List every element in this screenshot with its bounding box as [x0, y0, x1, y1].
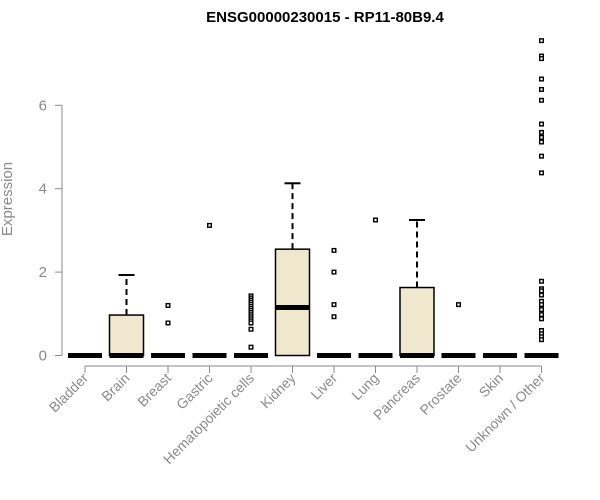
x-tick-label: Skin: [476, 370, 507, 401]
y-axis-label: Expression: [0, 162, 16, 236]
outlier-point: [248, 344, 254, 350]
x-tick-label: Kidney: [257, 370, 299, 412]
outlier-point: [539, 86, 545, 92]
outlier-point: [331, 314, 337, 320]
outlier-point: [539, 316, 545, 322]
outlier-point: [331, 247, 337, 253]
y-tick-label: 4: [39, 181, 47, 198]
outlier-point: [539, 153, 545, 159]
outlier-point: [331, 269, 337, 275]
y-tick-label: 0: [39, 348, 47, 365]
box-group: [524, 38, 559, 358]
outlier-point: [165, 302, 171, 308]
outlier-point: [539, 288, 545, 294]
x-tick-label: Unknown / Other: [462, 370, 548, 456]
outlier-point: [539, 134, 545, 140]
outlier-point: [539, 139, 545, 145]
box-group: [192, 222, 227, 358]
outlier-point: [539, 307, 545, 313]
outlier-point: [331, 302, 337, 308]
box: [399, 286, 435, 357]
outlier-point: [539, 278, 545, 284]
box-group: [358, 217, 393, 358]
box-group: [441, 302, 476, 358]
y-tick-label: 2: [39, 264, 47, 281]
outlier-point: [539, 312, 545, 318]
outlier-point: [206, 222, 212, 228]
outlier-point: [539, 97, 545, 103]
outlier-point: [539, 121, 545, 127]
outlier-point: [456, 302, 462, 308]
box-group: [151, 302, 185, 358]
outlier-point: [165, 320, 171, 326]
outlier-point: [373, 217, 379, 223]
x-tick-label: Prostate: [416, 370, 464, 418]
box-group: [234, 293, 268, 358]
outlier-point: [248, 326, 254, 332]
x-tick-label: Lung: [348, 370, 381, 403]
x-tick-label: Liver: [307, 370, 340, 403]
box-group: [399, 218, 435, 358]
outlier-point: [539, 337, 545, 343]
y-axis: 0 2 4 6: [39, 97, 63, 365]
outlier-point: [539, 170, 545, 176]
box: [108, 314, 145, 357]
x-tick-label: Breast: [134, 370, 174, 410]
outlier-point: [539, 76, 545, 82]
outlier-point: [539, 56, 545, 62]
box-group: [274, 182, 311, 357]
outlier-point: [539, 302, 545, 308]
outlier-point: [539, 292, 545, 298]
boxes: [68, 38, 559, 358]
outlier-point: [539, 129, 545, 135]
y-tick-label: 6: [39, 97, 47, 114]
box-group: [108, 274, 145, 358]
x-tick-label: Brain: [98, 370, 132, 404]
box-group: [317, 247, 351, 358]
x-tick-label: Bladder: [46, 370, 92, 416]
outlier-point: [539, 38, 545, 44]
outlier-point: [248, 320, 254, 326]
chart-title: ENSG00000230015 - RP11-80B9.4: [206, 9, 444, 26]
box: [274, 248, 311, 357]
